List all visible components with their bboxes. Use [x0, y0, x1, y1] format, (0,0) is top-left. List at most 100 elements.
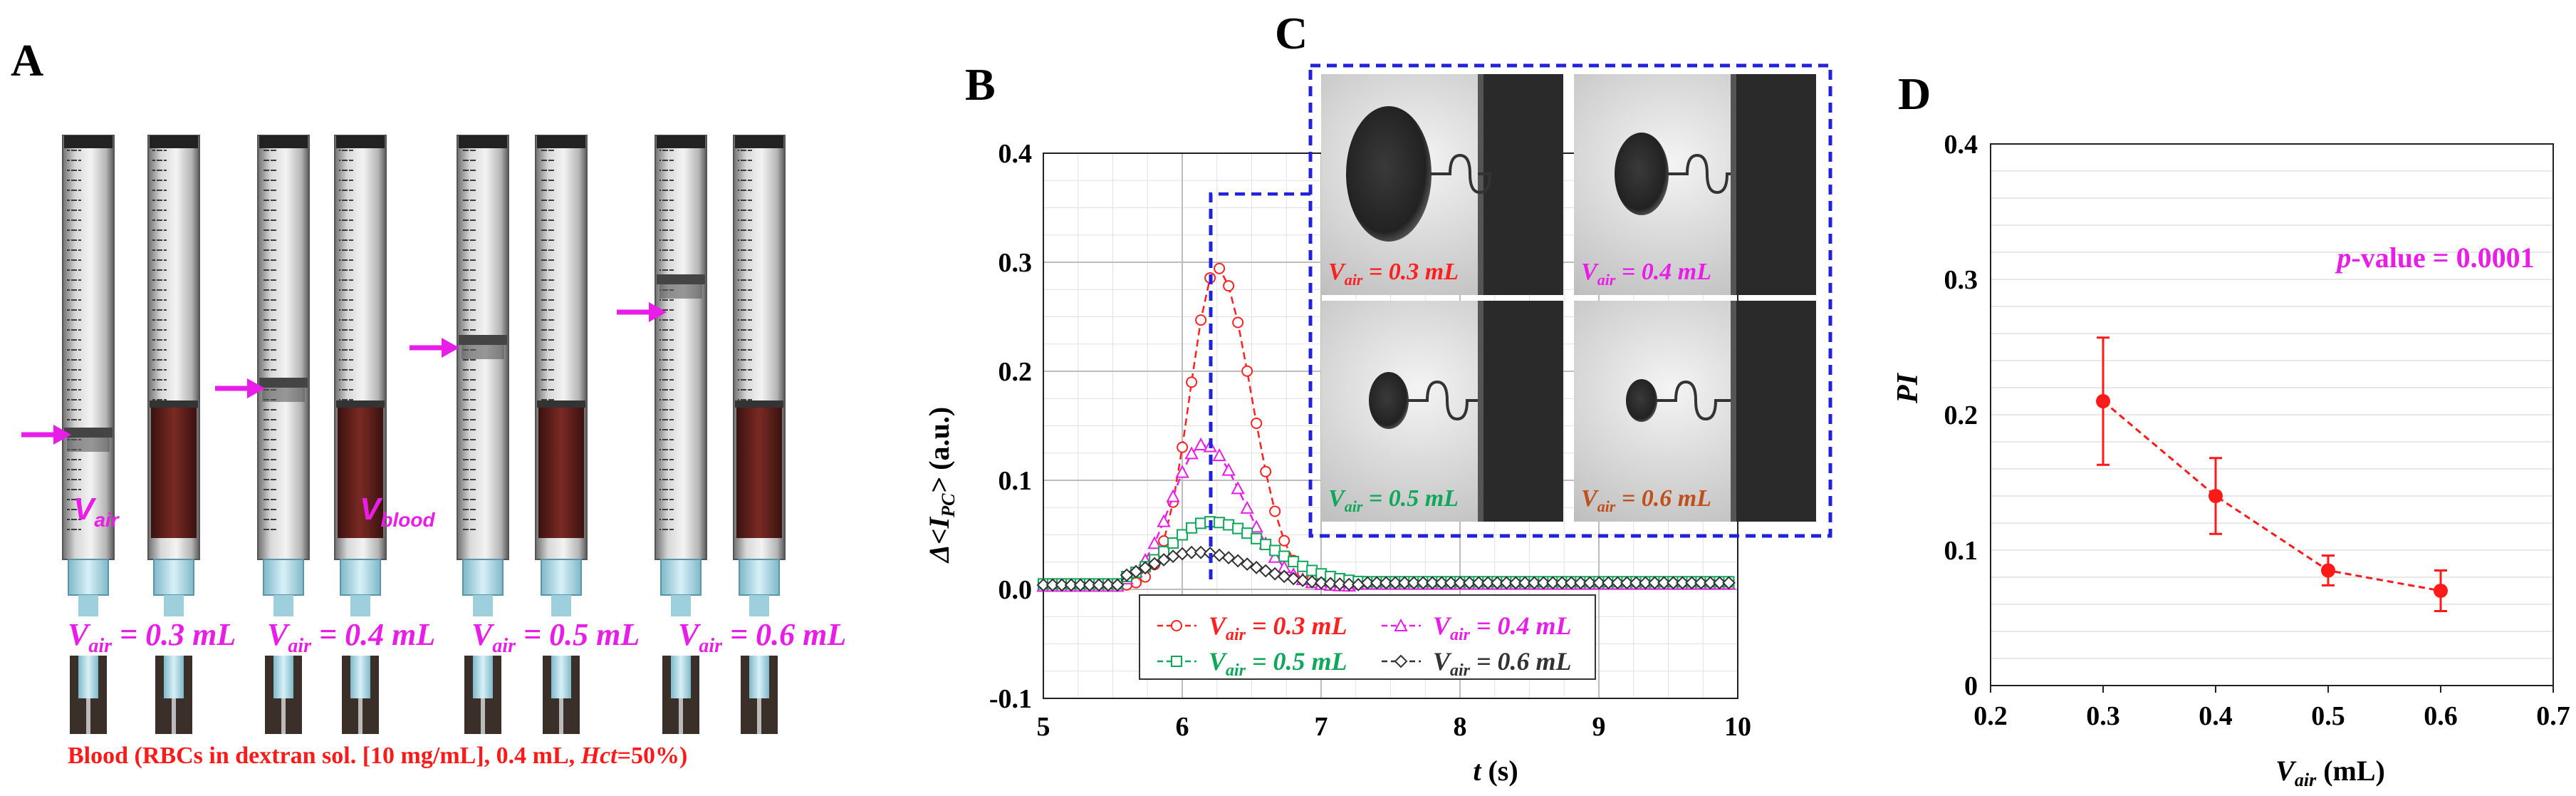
data-point	[1518, 576, 1532, 590]
data-point	[1286, 572, 1300, 586]
data-point	[1379, 576, 1393, 590]
data-point	[1471, 576, 1486, 590]
data-point	[1195, 314, 1207, 326]
x-tick-label: 8	[1454, 712, 1467, 742]
data-point	[1407, 576, 1421, 590]
syringe	[733, 135, 786, 734]
blob	[1626, 379, 1657, 422]
data-point	[1269, 544, 1281, 557]
syringe	[62, 135, 115, 734]
data-point	[2321, 554, 2335, 586]
data-point	[1157, 514, 1171, 527]
chart-b-ylabel: Δ<IPC> (a.u.)	[923, 407, 959, 564]
channel	[1430, 153, 1492, 195]
chart-d: 0.2 0.3 0.4 0.5 0.6 0.7 0 0.1 0.2 0.3 0.4 p-value …	[1892, 130, 2570, 790]
series-line	[2102, 400, 2441, 592]
chart-d-series	[2096, 336, 2448, 612]
data-point	[1648, 576, 1662, 590]
svg-text:Vair = 0.6 mL: Vair = 0.6 mL	[1433, 647, 1572, 680]
data-point	[1667, 576, 1680, 590]
thumbnail-label: Vair = 0.6 mL	[1581, 485, 1711, 515]
x-tick-label: 0.2	[1973, 701, 2008, 731]
data-point	[1685, 576, 1699, 590]
data-point	[1370, 576, 1384, 590]
data-point	[1231, 481, 1245, 495]
data-point	[1536, 576, 1550, 590]
data-point	[1397, 576, 1412, 590]
y-tick-label: 0.3	[1944, 265, 1978, 295]
data-point	[1694, 576, 1708, 590]
x-tick-label: 0.7	[2536, 701, 2570, 731]
syringe-label-3: Vair = 0.5 mL	[471, 617, 640, 657]
y-tick-label: 0.4	[998, 139, 1033, 169]
y-tick-label: 0.4	[1944, 130, 1978, 160]
data-point	[1177, 441, 1189, 453]
data-point	[1704, 576, 1717, 590]
data-point	[1241, 365, 1253, 377]
data-point	[1394, 618, 1408, 631]
data-point	[1453, 576, 1467, 590]
data-point	[1249, 560, 1263, 574]
chart-d-grid	[1991, 143, 2553, 686]
arrow-icon	[410, 338, 459, 358]
data-point	[1036, 578, 1050, 592]
data-point	[1295, 574, 1310, 587]
data-point	[1416, 576, 1430, 590]
data-point	[1194, 437, 1208, 451]
y-tick-label: 0.2	[998, 357, 1033, 387]
chart-b-ticks: 5 6 7 8 9 10 -0.1 0.0 0.1 0.2 0.3 0.4	[989, 139, 1751, 742]
data-point	[1175, 465, 1189, 478]
chart-d-ticks: 0.2 0.3 0.4 0.5 0.6 0.7 0 0.1 0.2 0.3 0.4	[1944, 130, 2570, 731]
panel-a-letter: A	[11, 35, 44, 86]
svg-text:Vair = 0.3 mL: Vair = 0.3 mL	[1209, 611, 1347, 644]
data-point	[1184, 446, 1199, 460]
blob	[1369, 372, 1409, 429]
data-point	[1592, 576, 1606, 590]
x-tick-label: 6	[1176, 712, 1189, 742]
x-tick-label: 7	[1315, 712, 1328, 742]
data-point	[1092, 578, 1106, 592]
chart-b-series	[1036, 262, 1736, 592]
y-tick-label: 0.2	[1944, 400, 1978, 430]
data-point	[1249, 520, 1263, 533]
panel-d-letter: D	[1898, 68, 1931, 119]
data-point	[1639, 576, 1652, 590]
legend-item: Vair = 0.6 mL	[1382, 647, 1572, 680]
x-tick-label: 9	[1592, 712, 1606, 742]
chart-b-legend: Vair = 0.3 mL Vair = 0.4 mL Vair = 0.5 mL V…	[1139, 594, 1596, 680]
y-tick-label: 0.3	[998, 248, 1033, 278]
data-point	[1129, 564, 1143, 579]
data-point	[1212, 448, 1226, 462]
syringe-label-2: Vair = 0.4 mL	[267, 617, 436, 657]
arrow-icon	[215, 378, 265, 398]
data-point	[1221, 462, 1236, 476]
data-point	[1214, 262, 1226, 274]
chart-d-annotation: p-value = 0.0001	[2335, 242, 2534, 274]
data-point	[1147, 536, 1162, 549]
legend-item: Vair = 0.4 mL	[1382, 611, 1572, 644]
data-point	[1268, 549, 1282, 563]
thumbnail: Vair = 0.5 mL	[1321, 301, 1563, 522]
chart-d-xlabel: Vair (mL)	[2275, 755, 2385, 790]
data-point	[1064, 578, 1078, 592]
data-point	[1167, 537, 1179, 549]
svg-text:Vair = 0.4 mL: Vair = 0.4 mL	[1433, 611, 1572, 644]
data-point	[1499, 576, 1513, 590]
data-point	[1166, 489, 1180, 502]
data-point	[1147, 557, 1162, 571]
data-point	[1251, 417, 1263, 429]
data-point	[1333, 577, 1347, 591]
arrow-icon	[617, 302, 667, 322]
data-point	[1314, 576, 1328, 590]
syringe	[257, 135, 310, 734]
data-point	[1186, 376, 1198, 388]
panel-c-dashed-frame	[1308, 63, 1832, 538]
data-point	[1184, 545, 1199, 559]
syringe-label-1: Vair = 0.3 mL	[68, 617, 236, 657]
data-point	[1186, 522, 1198, 534]
x-tick-label: 0.3	[2086, 701, 2120, 731]
data-point	[1444, 576, 1458, 590]
data-point	[1231, 554, 1245, 568]
data-point	[1269, 505, 1281, 517]
chart-d-axes	[1990, 143, 2554, 686]
